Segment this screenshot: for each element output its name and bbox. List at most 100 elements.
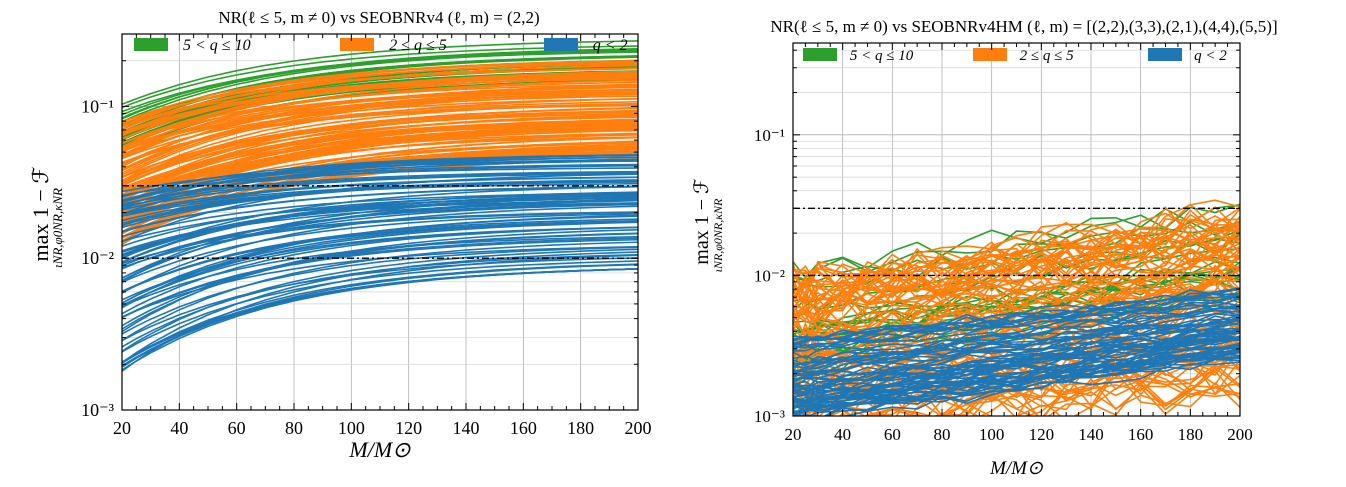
series-line xyxy=(122,193,638,247)
series-line xyxy=(793,355,1240,416)
series-line xyxy=(122,107,638,187)
series-line xyxy=(122,110,638,198)
series-line xyxy=(122,248,638,352)
y-axis-label-subscript: ιNR,φ0NR,κNR xyxy=(711,198,725,272)
series-line xyxy=(122,235,638,308)
legend-label: q < 2 xyxy=(593,37,628,54)
series-line xyxy=(793,328,1240,377)
series-line xyxy=(933,382,1240,416)
x-ticks: 20 40 60 80 100 120 140 160 180 200 xyxy=(785,43,1253,444)
series-line xyxy=(793,346,1240,407)
series-line xyxy=(122,229,638,333)
series xyxy=(122,154,638,372)
y-tick-label: 10⁻² xyxy=(81,248,114,268)
legend-label: 2 ≤ q ≤ 5 xyxy=(1020,48,1074,64)
series-line xyxy=(793,243,1240,331)
y-ticks: 10⁻³ 10⁻² 10⁻¹ xyxy=(754,49,1240,426)
series-line xyxy=(122,237,638,318)
series-line xyxy=(122,85,638,160)
series-line xyxy=(793,351,1240,398)
legend-swatch xyxy=(973,48,1007,61)
series-line xyxy=(793,319,1240,378)
legend-swatch xyxy=(544,38,578,51)
legend: 5 < q ≤ 10 2 ≤ q ≤ 5 q < 2 xyxy=(134,37,628,54)
y-axis-label: max 1 − ℱ xyxy=(691,178,713,265)
series-line xyxy=(122,64,638,141)
series-line xyxy=(793,338,1240,394)
series-line xyxy=(122,226,638,315)
series-line xyxy=(793,204,1240,279)
series-line xyxy=(122,268,638,367)
series-line xyxy=(122,79,638,156)
series-line xyxy=(793,309,1240,360)
x-tick-label: 200 xyxy=(1227,425,1253,444)
x-tick-label: 20 xyxy=(785,425,802,444)
x-ticks: 20 40 60 80 100 120 140 160 180 200 xyxy=(113,34,652,438)
series-line xyxy=(793,231,1240,323)
series-line xyxy=(793,287,1240,346)
x-axis-label: M/M⊙ xyxy=(989,458,1043,479)
chart-panel-left: 5 < q ≤ 10 2 ≤ q ≤ 5 q < 2 20 40 60 80 100 120 14… xyxy=(28,8,652,462)
series-line xyxy=(122,49,638,119)
legend-swatch xyxy=(803,48,837,61)
x-tick-label: 80 xyxy=(285,418,303,438)
series xyxy=(793,287,1240,416)
series-line xyxy=(793,294,1240,349)
x-tick-label: 200 xyxy=(625,418,652,438)
chart-title: NR(ℓ ≤ 5, m ≠ 0) vs SEOBNRv4 (ℓ, m) = (2… xyxy=(218,8,539,27)
series-line xyxy=(122,173,638,243)
series-line xyxy=(122,156,638,215)
y-tick-label: 10⁻¹ xyxy=(81,96,114,116)
series-group xyxy=(122,40,638,372)
series-line xyxy=(122,196,638,279)
series-line xyxy=(122,260,638,353)
series-line xyxy=(122,98,638,160)
x-tick-label: 40 xyxy=(834,425,851,444)
x-tick-label: 160 xyxy=(510,418,537,438)
series-line xyxy=(122,221,638,308)
series-line xyxy=(793,256,1240,332)
series-line xyxy=(122,59,638,127)
legend-label: 5 < q ≤ 10 xyxy=(850,48,914,64)
series-line xyxy=(793,326,1240,394)
x-tick-label: 100 xyxy=(979,425,1005,444)
series-line xyxy=(122,170,638,205)
series-line xyxy=(793,288,1240,352)
x-tick-label: 20 xyxy=(113,418,131,438)
series-line xyxy=(122,179,638,225)
x-tick-label: 140 xyxy=(453,418,480,438)
y-tick-label: 10⁻³ xyxy=(81,400,115,420)
series-line xyxy=(122,91,638,176)
series-line xyxy=(793,366,1240,416)
series-line xyxy=(864,377,1240,416)
series-line xyxy=(793,244,1240,293)
legend-swatch xyxy=(1148,48,1182,61)
legend: 5 < q ≤ 10 2 ≤ q ≤ 5 q < 2 xyxy=(803,48,1227,64)
legend-item: 2 ≤ q ≤ 5 xyxy=(973,48,1074,64)
series-line xyxy=(122,254,638,372)
chart-title: NR(ℓ ≤ 5, m ≠ 0) vs SEOBNRv4HM (ℓ, m) = … xyxy=(770,17,1277,36)
x-tick-label: 60 xyxy=(228,418,246,438)
legend-label: 5 < q ≤ 10 xyxy=(183,37,251,54)
series-line xyxy=(793,199,1240,294)
legend-item: 5 < q ≤ 10 xyxy=(803,48,914,64)
series-line xyxy=(122,220,638,304)
series-line xyxy=(793,229,1240,319)
series-line xyxy=(122,268,638,371)
legend-item: q < 2 xyxy=(544,37,628,54)
series-line xyxy=(122,78,638,135)
x-tick-label: 60 xyxy=(884,425,901,444)
x-tick-label: 120 xyxy=(395,418,422,438)
legend-swatch xyxy=(134,38,168,51)
series-line xyxy=(122,218,638,293)
series-line xyxy=(122,268,638,368)
series-line xyxy=(122,213,638,283)
legend-item: 5 < q ≤ 10 xyxy=(134,37,251,54)
y-ticks: 10⁻³ 10⁻² 10⁻¹ xyxy=(81,60,638,420)
series-line xyxy=(122,211,638,269)
series-line xyxy=(122,61,638,135)
series-line xyxy=(122,125,638,200)
series-line xyxy=(122,110,638,179)
legend-label: 2 ≤ q ≤ 5 xyxy=(389,37,447,54)
